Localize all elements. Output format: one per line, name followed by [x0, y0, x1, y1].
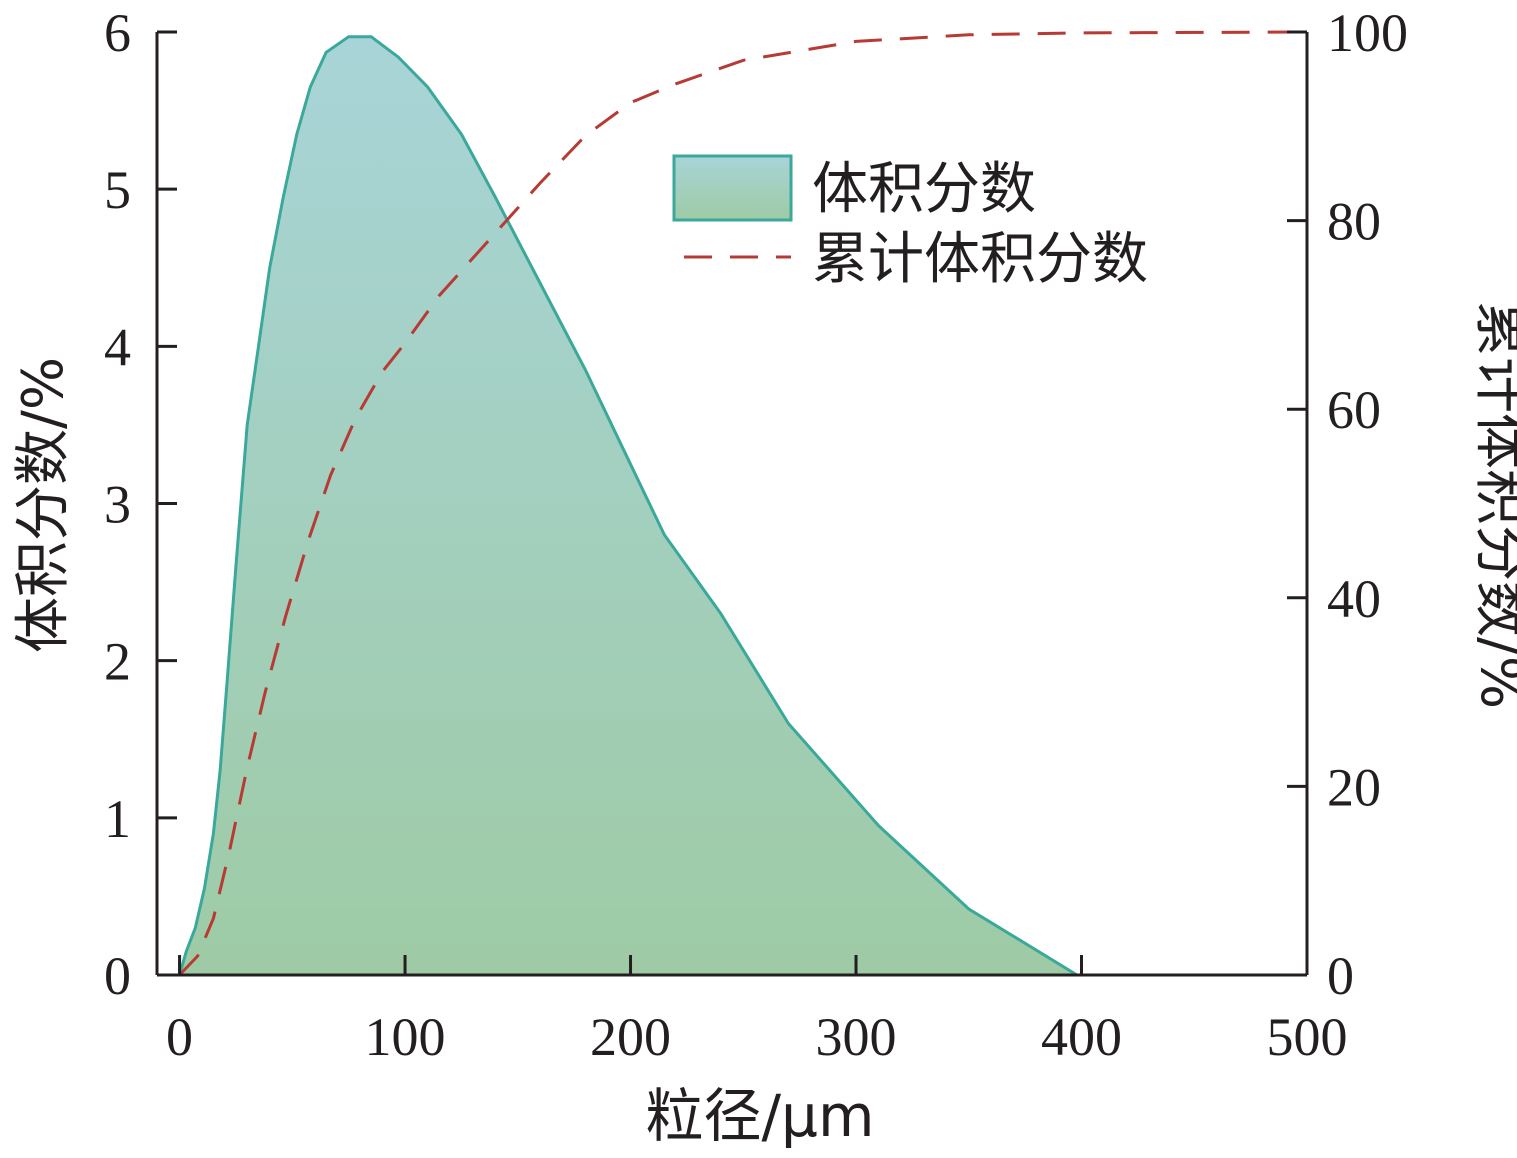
- y-left-tick-label: 0: [104, 946, 131, 1006]
- x-axis-title: 粒径/μm: [646, 1082, 875, 1150]
- x-tick-label: 100: [365, 1007, 446, 1067]
- x-tick-label: 400: [1041, 1007, 1122, 1067]
- y-axis-right-title: 累计体积分数/%: [1468, 301, 1517, 709]
- y-right-tick-label: 100: [1327, 3, 1408, 63]
- series-volume-fraction-outline: [178, 35, 1307, 977]
- y-right-tick-label: 0: [1327, 946, 1354, 1006]
- legend-label-volume-fraction: 体积分数: [812, 157, 1036, 222]
- y-right-tick-label: 40: [1327, 569, 1381, 629]
- y-right-tick-label: 60: [1327, 380, 1381, 440]
- y-left-tick-label: 1: [104, 789, 131, 849]
- line-layer: [178, 30, 1308, 977]
- y-axis-left-title: 体积分数/%: [11, 357, 76, 653]
- y-left-tick-label: 5: [104, 160, 131, 220]
- y-right-tick-label: 80: [1327, 192, 1381, 252]
- area-layer: [178, 35, 1307, 977]
- x-tick-label: 500: [1267, 1007, 1348, 1067]
- y-left-tick-label: 6: [104, 3, 131, 63]
- x-tick-label: 300: [816, 1007, 897, 1067]
- y-left-tick-label: 2: [104, 632, 131, 692]
- x-tick-label: 200: [590, 1007, 671, 1067]
- x-tick-label: 0: [166, 1007, 193, 1067]
- legend-swatch-volume-fraction: [672, 154, 793, 222]
- series-cumulative-fraction-line: [178, 30, 1308, 977]
- y-left-tick-label: 3: [104, 475, 131, 535]
- legend-label-cumulative-fraction: 累计体积分数: [812, 227, 1148, 292]
- legend: 体积分数 累计体积分数: [672, 154, 1148, 292]
- series-volume-fraction-area: [179, 36, 1307, 975]
- y-right-tick-label: 20: [1327, 757, 1381, 817]
- y-left-tick-label: 4: [104, 317, 131, 377]
